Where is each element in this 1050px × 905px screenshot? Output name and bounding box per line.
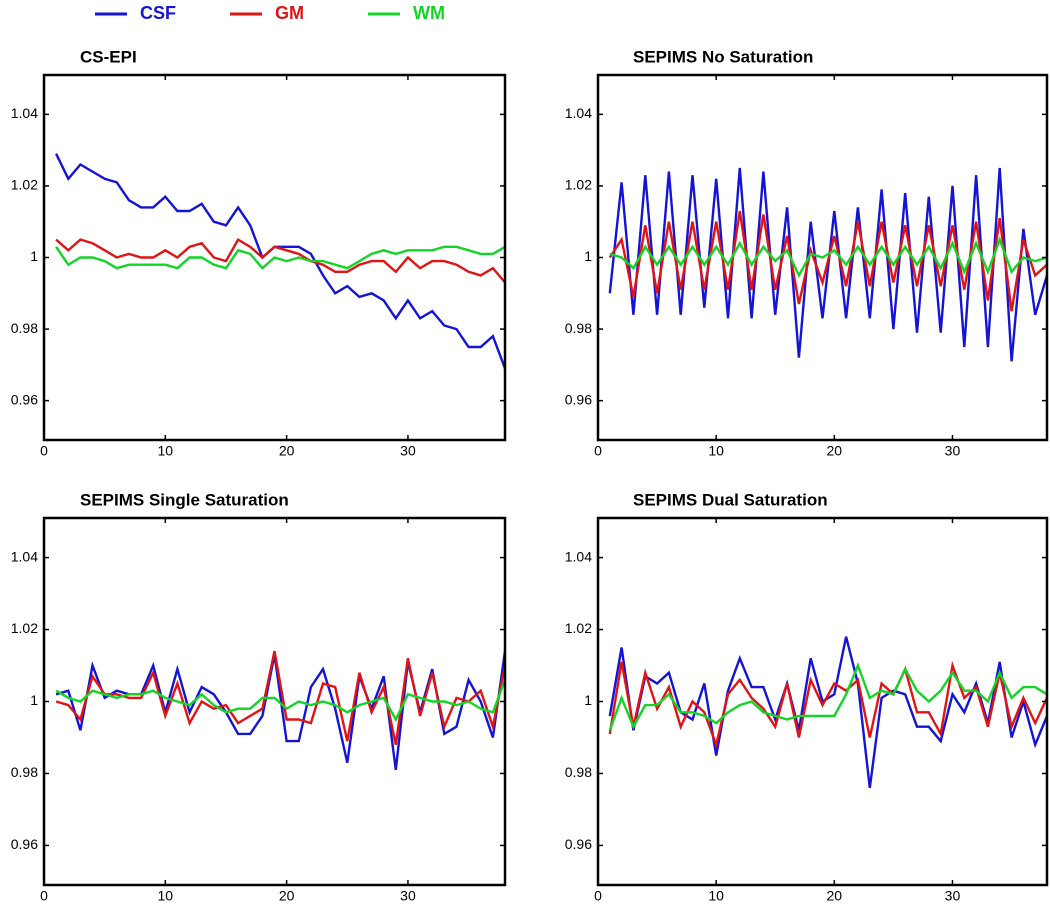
- x-tick-label: 30: [400, 888, 416, 904]
- x-tick-label: 20: [827, 443, 843, 459]
- x-tick-label: 30: [945, 443, 961, 459]
- y-tick-label: 1.02: [11, 620, 38, 636]
- y-tick-label: 0.96: [565, 836, 592, 852]
- data-line: [55, 679, 505, 723]
- data-line: [608, 167, 1047, 362]
- y-tick-label: 0.96: [11, 836, 38, 852]
- data-line: [609, 236, 1047, 279]
- data-line: [608, 660, 1047, 749]
- data-line: [55, 237, 505, 284]
- data-line: [55, 153, 505, 369]
- chart-title: SEPIMS Single Saturation: [80, 490, 289, 509]
- y-tick-label: 0.98: [565, 320, 592, 336]
- x-tick-label: 10: [708, 443, 724, 459]
- y-tick-label: 1.04: [11, 548, 38, 564]
- data-line: [55, 650, 505, 771]
- y-tick-label: 1: [30, 248, 38, 264]
- x-tick-label: 0: [40, 443, 48, 459]
- y-tick-label: 0.96: [565, 391, 592, 407]
- y-tick-label: 0.96: [11, 391, 38, 407]
- legend-label: CSF: [140, 3, 176, 23]
- x-tick-label: 30: [400, 443, 416, 459]
- data-line: [608, 210, 1047, 312]
- plot-frame: [42, 73, 507, 442]
- chart-title: SEPIMS No Saturation: [633, 47, 813, 66]
- chart-title: CS-EPI: [80, 47, 137, 66]
- y-tick-label: 1: [584, 692, 592, 708]
- legend-label: WM: [413, 3, 445, 23]
- data-line: [608, 662, 1047, 731]
- y-tick-label: 1.02: [11, 177, 38, 193]
- plot-frame: [42, 516, 507, 887]
- y-tick-label: 1.04: [565, 548, 592, 564]
- y-tick-label: 1.04: [565, 105, 592, 121]
- x-tick-label: 20: [827, 888, 843, 904]
- x-tick-label: 10: [158, 443, 174, 459]
- x-tick-label: 20: [279, 443, 295, 459]
- x-tick-label: 0: [594, 443, 602, 459]
- y-tick-label: 1.02: [565, 620, 592, 636]
- y-tick-label: 0.98: [565, 764, 592, 780]
- x-tick-label: 10: [708, 888, 724, 904]
- y-tick-label: 1.02: [565, 177, 592, 193]
- plot-frame: [596, 73, 1049, 442]
- x-tick-label: 0: [594, 888, 602, 904]
- x-tick-label: 20: [279, 888, 295, 904]
- x-tick-label: 0: [40, 888, 48, 904]
- y-tick-label: 0.98: [11, 764, 38, 780]
- y-tick-label: 1.04: [11, 105, 38, 121]
- y-tick-label: 1: [30, 692, 38, 708]
- data-line: [55, 650, 505, 745]
- plot-frame: [596, 516, 1049, 887]
- y-tick-label: 0.98: [11, 320, 38, 336]
- data-line: [55, 245, 505, 270]
- x-tick-label: 30: [945, 888, 961, 904]
- chart-title: SEPIMS Dual Saturation: [633, 490, 828, 509]
- y-tick-label: 1: [584, 248, 592, 264]
- legend-label: GM: [275, 3, 304, 23]
- x-tick-label: 10: [158, 888, 174, 904]
